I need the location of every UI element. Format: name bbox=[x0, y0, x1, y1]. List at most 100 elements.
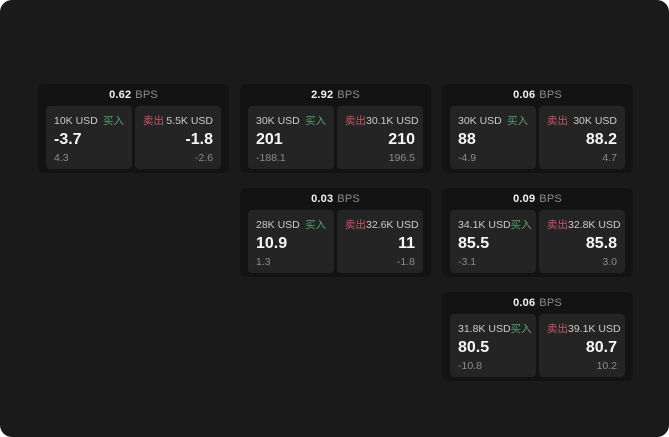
sell-price: 88.2 bbox=[585, 131, 617, 149]
sell-panel[interactable]: 卖出 5.5K USD -1.8 -2.6 bbox=[135, 106, 221, 169]
bps-header: 0.06 BPS bbox=[442, 84, 633, 106]
bps-header: 0.06 BPS bbox=[442, 292, 633, 314]
sell-panel-header: 卖出 32.8K USD bbox=[547, 217, 621, 232]
sell-change: -1.8 bbox=[396, 255, 415, 268]
sell-price: 210 bbox=[388, 131, 415, 149]
bps-header: 0.62 BPS bbox=[38, 84, 229, 106]
sell-side-label: 卖出 bbox=[143, 115, 164, 127]
bps-header: 2.92 BPS bbox=[240, 84, 431, 106]
quote-card: 2.92 BPS 30K USD 买入 201 -188.1 卖出 30.1K … bbox=[240, 84, 431, 173]
buy-change: -4.9 bbox=[458, 151, 477, 164]
buy-amount: 30K USD bbox=[458, 115, 502, 127]
buy-price: 10.9 bbox=[256, 235, 288, 253]
quote-panels: 10K USD 买入 -3.7 4.3 卖出 5.5K USD -1.8 -2.… bbox=[38, 106, 229, 173]
quote-panels: 28K USD 买入 10.9 1.3 卖出 32.6K USD 11 -1.8 bbox=[240, 210, 431, 277]
buy-panel[interactable]: 34.1K USD 买入 85.5 -3.1 bbox=[450, 210, 536, 273]
bps-header: 0.09 BPS bbox=[442, 188, 633, 210]
buy-panel-header: 30K USD 买入 bbox=[458, 113, 528, 128]
bps-value: 0.09 bbox=[513, 193, 536, 205]
sell-amount: 32.6K USD bbox=[366, 219, 419, 231]
bps-unit-label: BPS bbox=[539, 297, 562, 309]
buy-panel-header: 10K USD 买入 bbox=[54, 113, 124, 128]
sell-amount: 5.5K USD bbox=[166, 115, 213, 127]
buy-amount: 10K USD bbox=[54, 115, 98, 127]
bps-value: 0.06 bbox=[513, 297, 536, 309]
sell-panel[interactable]: 卖出 30.1K USD 210 196.5 bbox=[337, 106, 423, 169]
quote-card: 0.06 BPS 31.8K USD 买入 80.5 -10.8 卖出 39.1… bbox=[442, 292, 633, 381]
buy-amount: 30K USD bbox=[256, 115, 300, 127]
quote-card: 0.03 BPS 28K USD 买入 10.9 1.3 卖出 32.6K US… bbox=[240, 188, 431, 277]
sell-side-label: 卖出 bbox=[547, 323, 568, 335]
sell-side-label: 卖出 bbox=[345, 115, 366, 127]
sell-amount: 30.1K USD bbox=[366, 115, 419, 127]
buy-side-label: 买入 bbox=[305, 115, 326, 127]
sell-side-label: 卖出 bbox=[547, 115, 568, 127]
bps-unit-label: BPS bbox=[337, 89, 360, 101]
sell-panel-header: 卖出 32.6K USD bbox=[345, 217, 419, 232]
sell-price: 11 bbox=[398, 235, 415, 253]
bps-header: 0.03 BPS bbox=[240, 188, 431, 210]
quote-card: 0.09 BPS 34.1K USD 买入 85.5 -3.1 卖出 32.8K… bbox=[442, 188, 633, 277]
buy-panel-header: 30K USD 买入 bbox=[256, 113, 326, 128]
sell-panel-header: 卖出 39.1K USD bbox=[547, 321, 621, 336]
buy-amount: 34.1K USD bbox=[458, 219, 511, 231]
buy-panel-header: 31.8K USD 买入 bbox=[458, 321, 532, 336]
sell-change: -2.6 bbox=[194, 151, 213, 164]
buy-panel[interactable]: 10K USD 买入 -3.7 4.3 bbox=[46, 106, 132, 169]
sell-change: 10.2 bbox=[596, 359, 617, 372]
quote-panels: 34.1K USD 买入 85.5 -3.1 卖出 32.8K USD 85.8… bbox=[442, 210, 633, 277]
quote-cards-grid: 0.62 BPS 10K USD 买入 -3.7 4.3 卖出 5.5K USD bbox=[38, 84, 633, 381]
bps-unit-label: BPS bbox=[539, 89, 562, 101]
buy-price: 80.5 bbox=[458, 339, 490, 357]
buy-side-label: 买入 bbox=[510, 219, 532, 231]
buy-panel[interactable]: 28K USD 买入 10.9 1.3 bbox=[248, 210, 334, 273]
buy-side-label: 买入 bbox=[510, 323, 532, 335]
sell-change: 3.0 bbox=[602, 255, 617, 268]
buy-change: -10.8 bbox=[458, 359, 482, 372]
buy-change: -3.1 bbox=[458, 255, 477, 268]
sell-panel[interactable]: 卖出 32.6K USD 11 -1.8 bbox=[337, 210, 423, 273]
sell-panel[interactable]: 卖出 32.8K USD 85.8 3.0 bbox=[539, 210, 625, 273]
buy-panel-header: 28K USD 买入 bbox=[256, 217, 326, 232]
buy-amount: 28K USD bbox=[256, 219, 300, 231]
buy-amount: 31.8K USD bbox=[458, 323, 511, 335]
buy-price: 201 bbox=[256, 131, 283, 149]
sell-change: 196.5 bbox=[388, 151, 415, 164]
sell-price: 80.7 bbox=[585, 339, 617, 357]
sell-amount: 32.8K USD bbox=[568, 219, 621, 231]
sell-panel[interactable]: 卖出 39.1K USD 80.7 10.2 bbox=[539, 314, 625, 377]
quote-panels: 30K USD 买入 201 -188.1 卖出 30.1K USD 210 1… bbox=[240, 106, 431, 173]
bps-value: 2.92 bbox=[311, 89, 334, 101]
quote-panels: 30K USD 买入 88 -4.9 卖出 30K USD 88.2 4.7 bbox=[442, 106, 633, 173]
quote-panels: 31.8K USD 买入 80.5 -10.8 卖出 39.1K USD 80.… bbox=[442, 314, 633, 381]
buy-panel[interactable]: 30K USD 买入 201 -188.1 bbox=[248, 106, 334, 169]
sell-panel-header: 卖出 30K USD bbox=[547, 113, 617, 128]
sell-panel-header: 卖出 5.5K USD bbox=[143, 113, 213, 128]
bps-value: 0.03 bbox=[311, 193, 334, 205]
quote-card: 0.06 BPS 30K USD 买入 88 -4.9 卖出 30K USD bbox=[442, 84, 633, 173]
sell-amount: 39.1K USD bbox=[568, 323, 621, 335]
bps-value: 0.06 bbox=[513, 89, 536, 101]
sell-panel[interactable]: 卖出 30K USD 88.2 4.7 bbox=[539, 106, 625, 169]
buy-panel[interactable]: 30K USD 买入 88 -4.9 bbox=[450, 106, 536, 169]
sell-side-label: 卖出 bbox=[345, 219, 366, 231]
buy-price: 85.5 bbox=[458, 235, 490, 253]
sell-side-label: 卖出 bbox=[547, 219, 568, 231]
buy-price: -3.7 bbox=[54, 131, 82, 149]
buy-side-label: 买入 bbox=[507, 115, 528, 127]
buy-panel[interactable]: 31.8K USD 买入 80.5 -10.8 bbox=[450, 314, 536, 377]
buy-side-label: 买入 bbox=[305, 219, 326, 231]
quote-card: 0.62 BPS 10K USD 买入 -3.7 4.3 卖出 5.5K USD bbox=[38, 84, 229, 173]
buy-panel-header: 34.1K USD 买入 bbox=[458, 217, 532, 232]
sell-change: 4.7 bbox=[602, 151, 617, 164]
buy-change: 1.3 bbox=[256, 255, 271, 268]
bps-unit-label: BPS bbox=[337, 193, 360, 205]
buy-change: -188.1 bbox=[256, 151, 286, 164]
buy-price: 88 bbox=[458, 131, 476, 149]
bps-unit-label: BPS bbox=[135, 89, 158, 101]
sell-panel-header: 卖出 30.1K USD bbox=[345, 113, 419, 128]
buy-side-label: 买入 bbox=[103, 115, 124, 127]
sell-price: 85.8 bbox=[585, 235, 617, 253]
bps-unit-label: BPS bbox=[539, 193, 562, 205]
